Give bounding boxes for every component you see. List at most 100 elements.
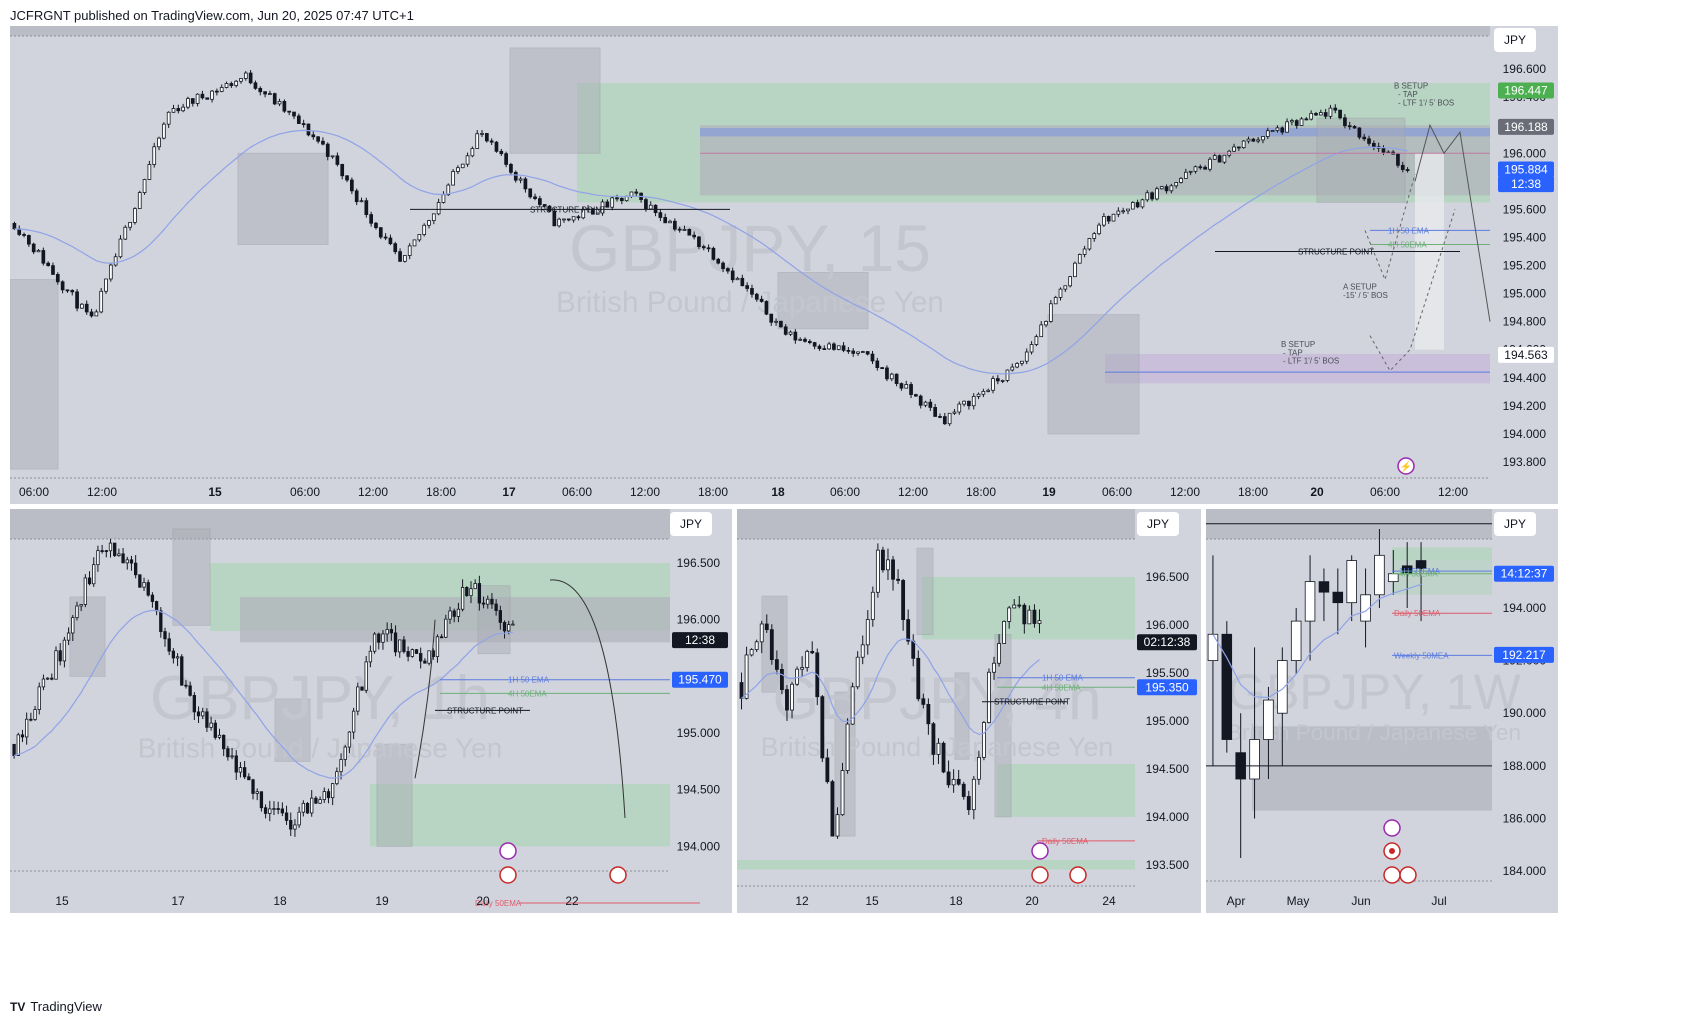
price-axis-background: [1490, 26, 1558, 504]
candle-body: [1309, 113, 1314, 120]
price-axis-tick: 196.500: [1146, 570, 1190, 584]
chart-panel-1h[interactable]: GBPJPY, 1h British Pound / Japanese Yen 1H…: [10, 509, 732, 913]
candle-body: [87, 577, 92, 585]
currency-badge[interactable]: JPY: [1137, 512, 1180, 536]
candle-body: [798, 338, 803, 341]
candle-body: [1097, 224, 1101, 235]
currency-badge[interactable]: JPY: [1494, 28, 1537, 52]
price-axis-tick: 194.400: [1503, 371, 1547, 385]
price-label-blue: [1494, 565, 1554, 582]
candle-body: [268, 93, 272, 95]
candle-body: [219, 87, 224, 92]
candle-body: [827, 343, 831, 350]
annotation-text: A SETUP: [1343, 282, 1377, 291]
candle-body: [1263, 699, 1274, 740]
price-axis-tick: 194.000: [1503, 601, 1547, 615]
candle-body: [66, 632, 71, 641]
candle-body: [658, 212, 663, 218]
candle-body: [423, 660, 427, 664]
candle-body: [511, 623, 515, 626]
chart-panel-1w[interactable]: GBPJPY, 1W British Pound / Japanese Yen 1H…: [1206, 509, 1558, 913]
candle-body: [774, 659, 779, 670]
candle-body: [234, 755, 238, 773]
candle-body: [1183, 171, 1188, 179]
price-label-blue: [1498, 161, 1554, 178]
candle-body: [321, 140, 325, 145]
candle-body: [393, 243, 398, 253]
time-axis-tick: 18:00: [1238, 485, 1268, 499]
currency-badge[interactable]: JPY: [1494, 512, 1537, 536]
price-axis-tick: 196.000: [677, 613, 721, 627]
candle-body: [841, 345, 846, 351]
price-axis-tick: 195.600: [1503, 202, 1547, 216]
candle-body: [84, 303, 89, 313]
candle-body: [1328, 107, 1333, 117]
chart-panel-15m[interactable]: GBPJPY, 15 British Pound / Japanese Yen ST…: [10, 26, 1558, 504]
candle-body: [314, 797, 318, 804]
structure-point-line-label: STRUCTURE POINT: [530, 205, 606, 214]
ema-line: [741, 638, 1040, 735]
candle-body: [350, 179, 354, 192]
candle-body: [682, 229, 687, 231]
price-label-text: 196.447: [1504, 84, 1548, 98]
candle-body: [886, 559, 890, 571]
candle-body: [276, 808, 280, 810]
candle-body: [957, 403, 962, 413]
candle-body: [807, 340, 812, 343]
currency-badge[interactable]: JPY: [670, 512, 713, 536]
candle-body: [162, 123, 166, 139]
candle-body: [557, 218, 561, 227]
candle-body: [1203, 166, 1207, 170]
time-axis-tick: 06:00: [1102, 485, 1132, 499]
price-label-blue: [672, 671, 728, 688]
candle-body: [1237, 146, 1241, 149]
consolidation-box: [376, 743, 413, 847]
candle-body: [1015, 363, 1019, 368]
candle-body: [610, 197, 615, 208]
time-axis-tick: 06:00: [290, 485, 320, 499]
candle-body: [322, 791, 326, 801]
candle-body: [896, 578, 900, 581]
uk-flag-icon: [609, 866, 627, 884]
candle-body: [726, 268, 730, 272]
candle-body: [1217, 155, 1222, 163]
candle-body: [1106, 216, 1111, 222]
candle-body: [1343, 117, 1347, 127]
candle-body: [1010, 366, 1015, 371]
candle-body: [504, 153, 508, 165]
candle-body: [982, 722, 986, 758]
candle-body: [1034, 336, 1039, 345]
candle-body: [885, 367, 889, 380]
structure-point-line-label: STRUCTURE POINT: [1298, 247, 1374, 256]
candle-body: [956, 778, 961, 785]
candle-body: [518, 178, 523, 181]
candle-body: [368, 650, 373, 663]
price-label-text: 02:12:38: [1144, 635, 1191, 649]
consolidation-box: [916, 547, 934, 636]
candle-body: [460, 587, 465, 610]
candle-body: [347, 731, 352, 748]
candle-body: [255, 791, 259, 794]
candle-body: [65, 289, 70, 292]
candle-body: [865, 619, 870, 646]
watermark-name: British Pound / Japanese Yen: [556, 286, 944, 319]
candle-body: [383, 236, 388, 239]
weekly-supply-zone: [1252, 726, 1492, 811]
candle-body: [234, 80, 239, 86]
candle-body: [351, 710, 356, 733]
candle-body: [1357, 127, 1362, 138]
time-axis-tick: 12:00: [1438, 485, 1468, 499]
candle-body: [268, 808, 272, 814]
time-axis-tick: 19: [375, 894, 389, 908]
candle-body: [875, 360, 880, 369]
candle-body: [1371, 142, 1376, 147]
daily-ema-level-label: Daily 50EMA: [1394, 609, 1441, 618]
candle-body: [377, 633, 381, 643]
candle-body: [629, 191, 634, 197]
candle-body: [210, 90, 214, 100]
